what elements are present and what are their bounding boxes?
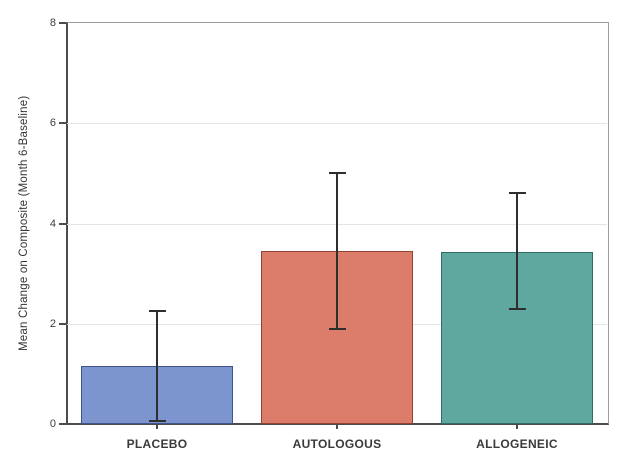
- y-tick: [59, 22, 66, 24]
- y-tick: [59, 322, 66, 325]
- error-cap-top: [328, 172, 346, 175]
- y-tick-label: 6: [49, 117, 56, 130]
- y-tick: [59, 122, 66, 125]
- error-cap-top: [148, 310, 166, 313]
- error-cap-top: [508, 192, 526, 195]
- y-tick-label: 0: [49, 418, 56, 430]
- x-tick: [156, 424, 158, 429]
- y-tick-label: 8: [49, 17, 56, 29]
- y-axis-title: Mean Change on Composite (Month 6-Baseli…: [18, 95, 30, 352]
- x-tick-label-allogeneic: ALLOGENEIC: [476, 437, 558, 451]
- x-tick: [336, 424, 338, 429]
- error-bar-autologous: [336, 173, 338, 329]
- error-cap-bottom: [148, 420, 166, 423]
- error-bar-placebo: [156, 311, 158, 422]
- x-tick-label-placebo: PLACEBO: [126, 437, 188, 451]
- y-tick: [59, 423, 66, 425]
- error-cap-bottom: [328, 327, 346, 330]
- y-tick: [59, 222, 66, 225]
- gridline: [67, 123, 607, 125]
- error-bar-allogeneic: [516, 193, 518, 309]
- y-tick-label: 4: [49, 217, 56, 230]
- x-tick: [516, 424, 518, 429]
- bar-autologous: [261, 251, 413, 424]
- y-tick-label: 2: [49, 317, 56, 330]
- error-cap-bottom: [508, 307, 526, 310]
- x-tick-label-autologous: AUTOLOGOUS: [292, 437, 382, 451]
